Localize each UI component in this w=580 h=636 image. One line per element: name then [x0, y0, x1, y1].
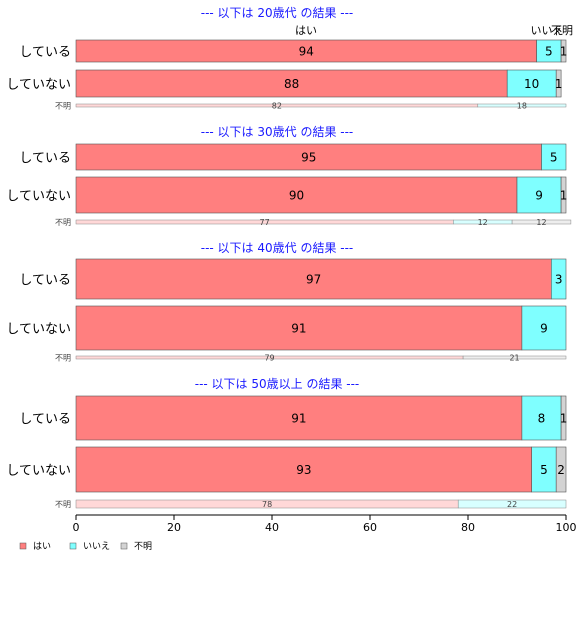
- unknown-label-3: 不明: [55, 500, 71, 509]
- column-header-2: 不明: [551, 24, 573, 37]
- row-label-1-1: していない: [6, 189, 71, 204]
- bar-value-3-1-2: 2: [557, 463, 565, 477]
- bar-3-0-1: [521, 395, 562, 441]
- bar-value-2-1-0: 91: [291, 322, 306, 336]
- unknown-bar-3-1: [457, 499, 567, 509]
- unknown-label-2: 不明: [55, 354, 71, 363]
- unknown-bar-0-1: [477, 103, 567, 108]
- bar-3-1-2: [555, 446, 567, 493]
- bar-2-1-0: [75, 305, 523, 351]
- bar-1-0-1: [541, 143, 567, 171]
- legend-swatch-1: [69, 542, 77, 550]
- row-label-0-0: している: [19, 45, 71, 60]
- bar-value-3-0-1: 8: [538, 412, 546, 426]
- panel-title-3: --- 以下は 50歳以上 の結果 ---: [195, 377, 360, 391]
- bar-value-2-1-1: 9: [540, 322, 548, 336]
- bar-0-1-0: [75, 69, 508, 98]
- bar-value-3-1-0: 93: [296, 463, 311, 477]
- bar-value-0-0-1: 5: [545, 45, 553, 59]
- column-header-0: はい: [295, 24, 317, 37]
- unknown-value-1-2: 12: [536, 218, 546, 227]
- row-label-0-1: していない: [6, 78, 71, 93]
- unknown-value-0-1: 18: [517, 102, 527, 111]
- unknown-value-3-1: 22: [507, 500, 517, 509]
- x-tick-label-5: 100: [556, 521, 577, 534]
- bar-3-1-1: [531, 446, 557, 493]
- panel-title-2: --- 以下は 40歳代 の結果 ---: [201, 241, 354, 255]
- bar-value-3-0-0: 91: [291, 412, 306, 426]
- bar-3-0-2: [560, 395, 567, 441]
- unknown-bar-2-2: [462, 355, 567, 360]
- row-label-1-0: している: [19, 151, 71, 166]
- bar-value-0-0-2: 1: [560, 45, 568, 59]
- bar-value-3-0-2: 1: [560, 412, 568, 426]
- bar-0-1-1: [506, 69, 557, 98]
- legend-label-2: 不明: [134, 541, 152, 552]
- column-header-1: いいえ: [531, 24, 564, 37]
- row-label-2-0: している: [19, 273, 71, 288]
- x-tick-label-1: 20: [167, 521, 181, 534]
- bar-value-2-0-0: 97: [306, 273, 321, 287]
- bar-value-3-1-1: 5: [540, 463, 548, 477]
- x-tick-label-2: 40: [265, 521, 279, 534]
- bar-0-1-2: [555, 69, 562, 98]
- bar-value-0-1-2: 1: [555, 77, 563, 91]
- x-tick-label-4: 80: [461, 521, 475, 534]
- row-label-3-0: している: [19, 412, 71, 427]
- legend-label-1: いいえ: [83, 541, 110, 552]
- panel-title-0: --- 以下は 20歳代 の結果 ---: [201, 6, 354, 20]
- unknown-value-3-0: 78: [262, 500, 272, 509]
- unknown-value-2-0: 79: [264, 354, 274, 363]
- bar-value-1-1-1: 9: [535, 189, 543, 203]
- legend-swatch-2: [120, 542, 128, 550]
- legend-label-0: はい: [33, 541, 51, 552]
- bar-value-0-1-0: 88: [284, 77, 299, 91]
- x-tick-label-0: 0: [73, 521, 80, 534]
- bar-3-1-0: [75, 446, 533, 493]
- bar-value-1-1-2: 1: [560, 189, 568, 203]
- row-label-2-1: していない: [6, 322, 71, 337]
- unknown-value-1-1: 12: [478, 218, 488, 227]
- bar-1-1-2: [560, 176, 567, 214]
- unknown-value-1-0: 77: [260, 218, 270, 227]
- x-tick-label-3: 60: [363, 521, 377, 534]
- unknown-value-2-2: 21: [509, 354, 519, 363]
- bar-2-0-1: [550, 258, 567, 300]
- bar-2-1-1: [521, 305, 567, 351]
- unknown-label-0: 不明: [55, 102, 71, 111]
- row-label-3-1: していない: [6, 464, 71, 479]
- bar-1-1-1: [516, 176, 562, 214]
- bar-1-1-0: [75, 176, 518, 214]
- bar-value-1-0-1: 5: [550, 151, 558, 165]
- bar-value-0-0-0: 94: [299, 45, 314, 59]
- unknown-label-1: 不明: [55, 218, 71, 227]
- unknown-value-0-0: 82: [272, 102, 282, 111]
- bar-value-0-1-1: 10: [524, 77, 539, 91]
- panel-title-1: --- 以下は 30歳代 の結果 ---: [201, 125, 354, 139]
- unknown-bar-1-2: [511, 219, 572, 225]
- bar-1-0-0: [75, 143, 542, 171]
- bar-3-0-0: [75, 395, 523, 441]
- bar-value-1-1-0: 90: [289, 189, 304, 203]
- bar-value-1-0-0: 95: [301, 151, 316, 165]
- bar-0-0-2: [560, 39, 567, 63]
- legend-swatch-0: [19, 542, 27, 550]
- bar-value-2-0-1: 3: [555, 273, 563, 287]
